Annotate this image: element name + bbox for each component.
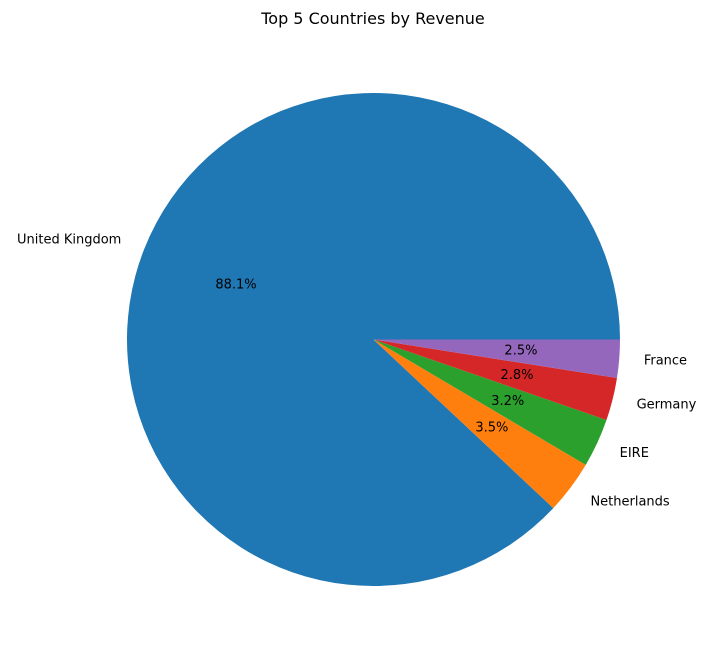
pie-slice-germany (373, 339, 617, 420)
pie-slice-united-kingdom (126, 92, 620, 586)
pie-slice-netherlands (373, 339, 586, 509)
slice-label-united-kingdom: United Kingdom (17, 232, 121, 247)
chart-title: Top 5 Countries by Revenue (260, 9, 485, 28)
slice-label-netherlands: Netherlands (590, 495, 669, 510)
pie-labels: United Kingdom 88.1% Netherlands 3.5% EIRE 3.… (17, 232, 697, 509)
pie-slices (126, 92, 620, 586)
slice-percent-france: 2.5% (504, 344, 537, 359)
slice-label-germany: Germany (637, 398, 697, 413)
pie-slice-france (373, 339, 620, 379)
pie-slice-eire (373, 339, 607, 465)
slice-label-france: France (644, 353, 687, 368)
slice-percent-eire: 3.2% (491, 394, 524, 409)
slice-percent-united-kingdom: 88.1% (215, 278, 256, 293)
slice-percent-netherlands: 3.5% (475, 421, 508, 436)
slice-label-eire: EIRE (620, 446, 649, 461)
slice-percent-germany: 2.8% (500, 368, 533, 383)
